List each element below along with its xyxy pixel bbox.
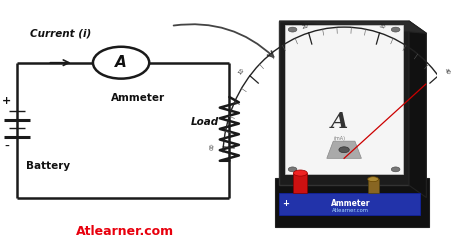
Text: Current (i): Current (i)	[30, 28, 91, 38]
Text: Atlearner.com: Atlearner.com	[76, 225, 174, 238]
Text: Atlearner.com: Atlearner.com	[332, 208, 369, 213]
Circle shape	[288, 27, 297, 32]
Text: Ammeter: Ammeter	[111, 93, 165, 103]
Polygon shape	[275, 178, 428, 227]
Polygon shape	[409, 21, 427, 198]
Circle shape	[392, 27, 400, 32]
Circle shape	[392, 167, 400, 172]
Text: 00: 00	[210, 143, 215, 150]
Text: Battery: Battery	[26, 161, 70, 171]
Text: +: +	[2, 96, 11, 106]
Text: 20: 20	[301, 24, 310, 30]
Circle shape	[93, 47, 149, 79]
Polygon shape	[293, 173, 307, 193]
Polygon shape	[285, 25, 403, 174]
Text: A: A	[331, 111, 348, 132]
Text: Load: Load	[191, 117, 219, 126]
Text: Ammeter: Ammeter	[331, 199, 370, 208]
Text: (mA): (mA)	[334, 136, 346, 141]
Polygon shape	[279, 193, 420, 215]
Polygon shape	[279, 21, 427, 33]
Text: 50: 50	[473, 143, 474, 150]
Ellipse shape	[368, 177, 379, 182]
Text: 40: 40	[443, 68, 451, 76]
Circle shape	[339, 147, 349, 153]
Ellipse shape	[293, 170, 307, 176]
Text: 10: 10	[237, 68, 246, 76]
Text: 30: 30	[379, 24, 387, 30]
Polygon shape	[327, 141, 361, 158]
Circle shape	[288, 167, 297, 172]
Text: +: +	[282, 199, 289, 208]
Polygon shape	[279, 21, 409, 185]
Text: A: A	[115, 55, 127, 70]
Text: -: -	[4, 140, 9, 154]
Polygon shape	[368, 179, 379, 193]
